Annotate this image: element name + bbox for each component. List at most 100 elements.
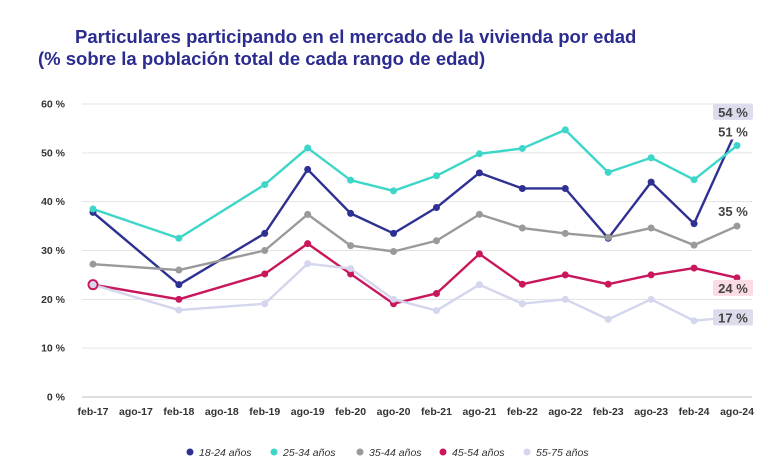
- data-point: [432, 172, 440, 180]
- data-point: [561, 126, 569, 134]
- data-point: [175, 306, 183, 314]
- data-point: [690, 220, 698, 228]
- x-tick-label: ago-23: [634, 406, 668, 418]
- data-point: [89, 205, 97, 213]
- end-label-background: [713, 123, 753, 140]
- x-tick-label: ago-24: [720, 406, 754, 418]
- x-tick-label: ago-21: [462, 406, 496, 418]
- data-point: [561, 271, 569, 279]
- data-point: [518, 280, 526, 288]
- data-point: [432, 237, 440, 245]
- series-line: [92, 128, 738, 240]
- legend-label: 25-34 años: [282, 447, 336, 459]
- data-point: [475, 169, 483, 177]
- data-point: [347, 176, 355, 184]
- data-point: [604, 280, 612, 288]
- data-point: [647, 271, 655, 279]
- end-label-background: [713, 279, 753, 296]
- x-tick-label: feb-22: [507, 406, 538, 418]
- chart-title-block: Particulares participando en el mercado …: [0, 26, 774, 70]
- series-line: [92, 128, 739, 286]
- y-tick-label: 10 %: [41, 343, 66, 355]
- data-point: [304, 240, 312, 248]
- data-point: [561, 184, 569, 192]
- data-point: [561, 229, 569, 237]
- data-point: [432, 289, 440, 297]
- data-point: [518, 300, 526, 308]
- data-point: [647, 178, 655, 186]
- end-label-background: [713, 103, 753, 120]
- data-point: [89, 260, 97, 268]
- chart-subtitle: (% sobre la población total de cada rang…: [38, 48, 486, 69]
- data-point: [647, 295, 655, 303]
- data-point: [690, 176, 698, 184]
- x-tick-label: feb-17: [78, 406, 109, 418]
- data-point: [390, 247, 398, 255]
- data-point: [390, 187, 398, 195]
- data-point: [518, 184, 526, 192]
- data-point: [261, 270, 269, 278]
- data-point: [432, 204, 440, 212]
- x-tick-label: feb-18: [163, 406, 194, 418]
- legend-marker: [523, 448, 531, 456]
- x-tick-label: ago-18: [205, 406, 239, 418]
- x-tick-label: ago-22: [548, 406, 582, 418]
- series-line: [92, 242, 738, 305]
- end-label-background: [713, 203, 753, 220]
- series-points: [87, 125, 741, 325]
- end-label: 35 %: [718, 204, 748, 219]
- data-point: [604, 168, 612, 176]
- data-point: [304, 144, 312, 152]
- data-point: [175, 281, 183, 289]
- data-point: [518, 144, 526, 152]
- data-point: [690, 264, 698, 272]
- x-tick-label: feb-21: [421, 406, 452, 418]
- x-tick-label: feb-24: [679, 406, 710, 418]
- data-point: [604, 233, 612, 241]
- data-point: [304, 165, 312, 173]
- end-label: 54 %: [718, 105, 748, 120]
- x-tick-label: feb-19: [249, 406, 280, 418]
- x-tick-label: ago-20: [377, 406, 411, 418]
- data-point: [733, 142, 741, 150]
- data-point: [175, 234, 183, 242]
- data-point: [432, 307, 440, 315]
- series-line: [92, 213, 738, 272]
- gridlines: [82, 103, 752, 398]
- data-point: [89, 281, 97, 289]
- data-point: [261, 300, 269, 308]
- x-axis-ticks: feb-17 ago-17 feb-18 ago-18 feb-19 ago-19 feb-…: [78, 406, 755, 418]
- legend-marker: [356, 448, 364, 456]
- data-point: [647, 154, 655, 162]
- y-tick-label: 60 %: [41, 99, 66, 111]
- data-point: [390, 229, 398, 237]
- series-lines: [92, 128, 739, 323]
- y-tick-label: 50 %: [41, 147, 66, 159]
- data-point: [475, 281, 483, 289]
- end-label: 24 %: [718, 281, 748, 296]
- legend-marker: [186, 448, 194, 456]
- data-point: [733, 222, 741, 230]
- legend-marker: [270, 448, 278, 456]
- y-axis-ticks: 0 % 10 % 20 % 30 % 40 % 50 % 60 %: [41, 99, 66, 404]
- legend: 18-24 años 25-34 años 35-44 años 45-54 años…: [186, 447, 589, 459]
- end-label: 51 %: [718, 125, 748, 140]
- data-point: [347, 209, 355, 217]
- data-point: [261, 229, 269, 237]
- y-tick-label: 20 %: [41, 294, 66, 306]
- legend-label: 45-54 años: [452, 447, 505, 459]
- chart-title: Particulares participando en el mercado …: [75, 26, 637, 47]
- data-point: [475, 150, 483, 158]
- data-point: [475, 250, 483, 258]
- legend-label: 35-44 años: [369, 447, 422, 459]
- data-point: [475, 210, 483, 218]
- data-point: [604, 315, 612, 323]
- data-point: [347, 242, 355, 250]
- data-point: [175, 295, 183, 303]
- legend-marker: [439, 448, 447, 456]
- legend-label: 55-75 años: [536, 447, 589, 459]
- data-point: [690, 317, 698, 325]
- x-tick-label: ago-17: [119, 406, 153, 418]
